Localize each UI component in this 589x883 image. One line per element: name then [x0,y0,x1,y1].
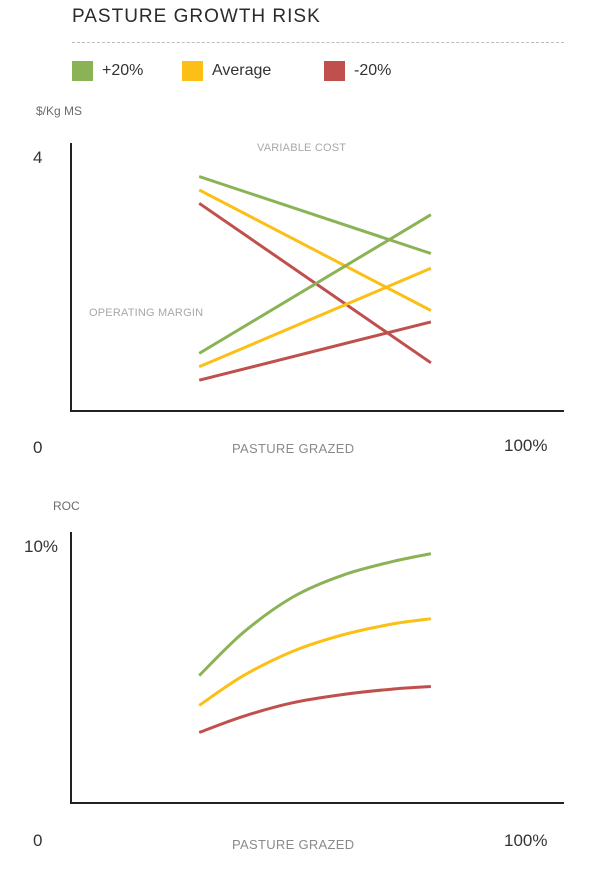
roc-chart: ROC 10% 0 PASTURE GRAZED 100% [24,499,564,852]
chart-title: PASTURE GROWTH RISK [72,6,321,27]
legend-item-plus20: +20% [72,61,182,81]
legend-label-minus20: -20% [354,62,392,79]
title-divider [72,42,564,43]
chart1-x-axis-label: PASTURE GRAZED [232,441,354,456]
chart2-y-axis-label: ROC [53,499,80,513]
chart2-line-average [198,617,432,707]
chart2-x-max-label: 100% [504,831,547,850]
chart1-series-group [198,175,432,382]
legend-item-average: Average [182,61,324,81]
chart2-series-group [198,552,432,734]
chart1-line-operating-margin-average [198,266,432,369]
chart2-line-minus20 [198,685,431,734]
chart1-line-operating-margin-minus20 [198,320,432,382]
chart2-x-axis-label: PASTURE GRAZED [232,837,354,852]
legend-label-plus20: +20% [102,62,144,79]
legend-swatch-average [182,61,203,81]
chart1-y-max-label: 4 [33,148,42,167]
legend: +20% Average -20% [72,60,391,82]
legend-item-minus20: -20% [324,61,391,81]
margin-cost-chart: $/Kg MS 4 VARIABLE COST OPERATING MARGIN… [33,104,564,457]
chart1-x-max-label: 100% [504,436,547,455]
chart2-x-min-label: 0 [33,831,42,850]
variable-cost-annotation: VARIABLE COST [257,142,346,154]
chart1-y-axis-label: $/Kg MS [36,104,82,118]
chart1-line-variable-cost-average [198,188,432,312]
operating-margin-annotation: OPERATING MARGIN [89,307,203,319]
chart2-y-max-label: 10% [24,537,58,556]
legend-swatch-minus20 [324,61,345,81]
chart1-line-variable-cost-plus20 [198,175,432,255]
chart1-line-operating-margin-plus20 [198,213,432,355]
chart2-line-plus20 [198,552,432,677]
legend-swatch-plus20 [72,61,93,81]
chart1-x-min-label: 0 [33,438,42,457]
legend-label-average: Average [212,62,272,79]
